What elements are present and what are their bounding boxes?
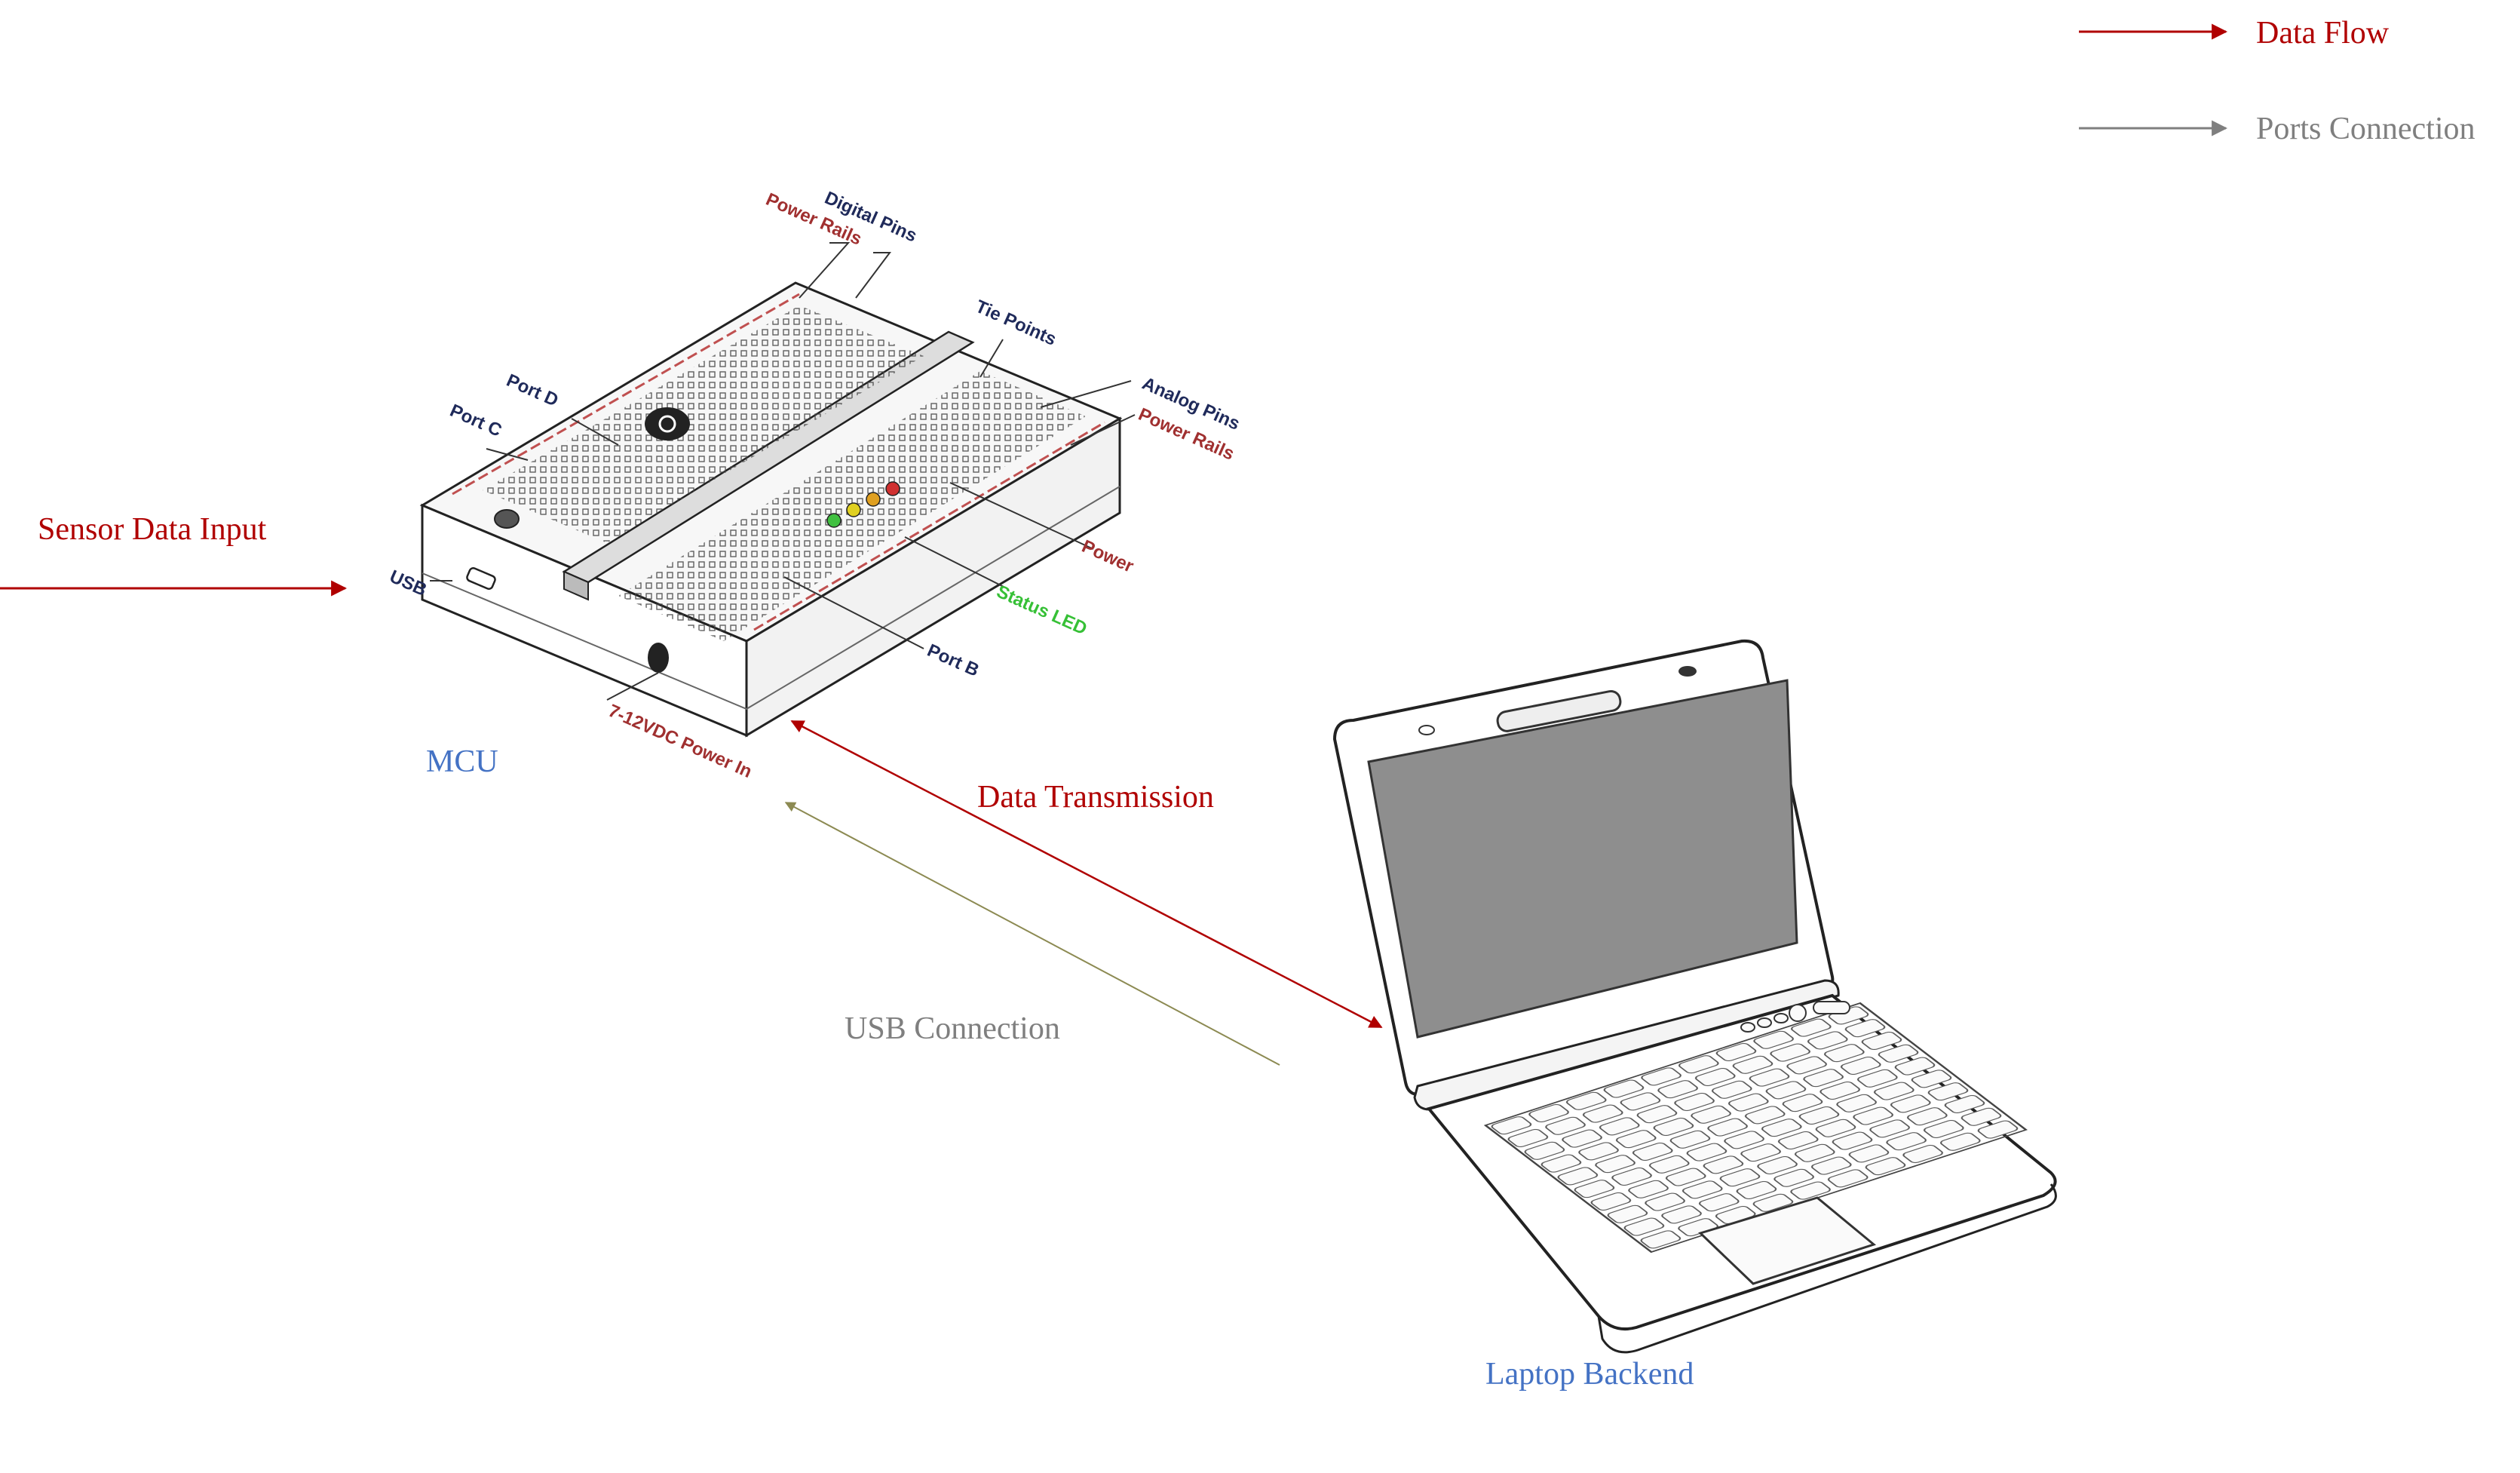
laptop-media-buttons xyxy=(1740,1001,1850,1033)
laptop-screen xyxy=(1367,679,1798,1039)
breadboard-mcu-icon: Digital Pins Power Rails Tie Points Port… xyxy=(387,188,1243,782)
mcu-power-rail-top xyxy=(452,293,800,496)
usb-connection-label: USB Connection xyxy=(845,1011,1060,1046)
status-led-orange xyxy=(866,492,881,507)
mcu-dc-jack xyxy=(648,643,669,673)
mcu-tie-points-left xyxy=(483,305,924,543)
callout-status-led: Status LED xyxy=(994,582,1090,640)
sensor-input-label: Sensor Data Input xyxy=(38,512,267,547)
legend-data-flow: Data Flow xyxy=(2079,16,2390,51)
usb-connection-flow: USB Connection xyxy=(784,802,1280,1066)
board-logo-icon xyxy=(645,407,690,440)
laptop-icon xyxy=(1332,639,2057,1354)
callout-port-b: Port B xyxy=(924,640,983,681)
mcu-callout-lines xyxy=(430,242,1136,701)
mcu-label: MCU xyxy=(426,744,498,779)
mcu-usb-port xyxy=(466,566,496,591)
mcu-channel-notch xyxy=(563,570,589,601)
data-transmission-flow: Data Transmission xyxy=(790,720,1383,1029)
laptop-sensor xyxy=(1418,725,1435,735)
sensor-input-flow: Sensor Data Input xyxy=(0,512,348,597)
legend-ports-connection: Ports Connection xyxy=(2079,112,2476,146)
mcu-right-face xyxy=(745,416,1121,738)
status-led-yellow xyxy=(846,502,861,517)
data-transmission-label: Data Transmission xyxy=(977,780,1214,815)
status-led-red xyxy=(885,481,900,496)
laptop-base-edge xyxy=(1597,1183,2057,1354)
legend-ports-connection-label: Ports Connection xyxy=(2256,112,2476,146)
laptop-touchpad xyxy=(1698,1196,1877,1285)
status-led-green xyxy=(826,513,842,528)
mcu-base-line xyxy=(422,486,1121,710)
legend-data-flow-label: Data Flow xyxy=(2256,16,2390,51)
legend: Data Flow Ports Connection xyxy=(2079,16,2476,146)
data-transmission-arrow xyxy=(790,720,1383,1029)
callout-port-d: Port D xyxy=(504,370,562,411)
callout-tie-points: Tie Points xyxy=(973,296,1059,350)
callout-port-c: Port C xyxy=(447,400,505,441)
mcu-power-rail-bottom xyxy=(753,421,1105,631)
callout-power: Power xyxy=(1079,536,1137,577)
laptop-camera xyxy=(1678,666,1697,677)
laptop-label: Laptop Backend xyxy=(1485,1357,1694,1392)
usb-connection-arrow xyxy=(784,802,1280,1066)
laptop-webcam-bar xyxy=(1496,689,1622,732)
mcu-reset-button xyxy=(494,509,520,529)
laptop-keyboard xyxy=(1483,1002,2028,1254)
